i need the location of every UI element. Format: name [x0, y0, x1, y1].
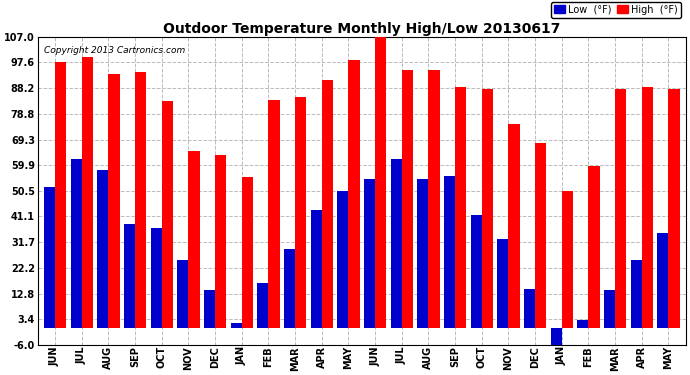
Bar: [509, 124, 520, 328]
Bar: [97, 170, 108, 328]
Bar: [348, 60, 359, 328]
Legend: Low  (°F), High  (°F): Low (°F), High (°F): [551, 2, 681, 18]
Title: Outdoor Temperature Monthly High/Low 20130617: Outdoor Temperature Monthly High/Low 201…: [163, 22, 560, 36]
Bar: [177, 260, 188, 328]
Bar: [70, 159, 81, 328]
Bar: [375, 37, 386, 328]
Bar: [589, 166, 600, 328]
Bar: [444, 176, 455, 328]
Bar: [124, 224, 135, 328]
Bar: [310, 210, 322, 328]
Bar: [535, 143, 546, 328]
Bar: [364, 178, 375, 328]
Bar: [669, 88, 680, 328]
Bar: [108, 74, 119, 328]
Bar: [204, 290, 215, 328]
Bar: [268, 99, 279, 328]
Bar: [402, 69, 413, 328]
Bar: [81, 57, 93, 328]
Bar: [188, 151, 199, 328]
Bar: [482, 88, 493, 328]
Bar: [615, 88, 627, 328]
Bar: [551, 328, 562, 352]
Text: Copyright 2013 Cartronics.com: Copyright 2013 Cartronics.com: [44, 46, 186, 55]
Bar: [257, 284, 268, 328]
Bar: [497, 238, 509, 328]
Bar: [55, 63, 66, 328]
Bar: [284, 249, 295, 328]
Bar: [417, 178, 428, 328]
Bar: [471, 215, 482, 328]
Bar: [241, 177, 253, 328]
Bar: [322, 81, 333, 328]
Bar: [230, 323, 241, 328]
Bar: [578, 320, 589, 328]
Bar: [658, 233, 669, 328]
Bar: [161, 101, 173, 328]
Bar: [135, 72, 146, 328]
Bar: [642, 87, 653, 328]
Bar: [524, 289, 535, 328]
Bar: [215, 155, 226, 328]
Bar: [150, 228, 161, 328]
Bar: [391, 159, 402, 328]
Bar: [562, 191, 573, 328]
Bar: [44, 187, 55, 328]
Bar: [337, 191, 348, 328]
Bar: [455, 87, 466, 328]
Bar: [631, 260, 642, 328]
Bar: [295, 97, 306, 328]
Bar: [604, 290, 615, 328]
Bar: [428, 69, 440, 328]
